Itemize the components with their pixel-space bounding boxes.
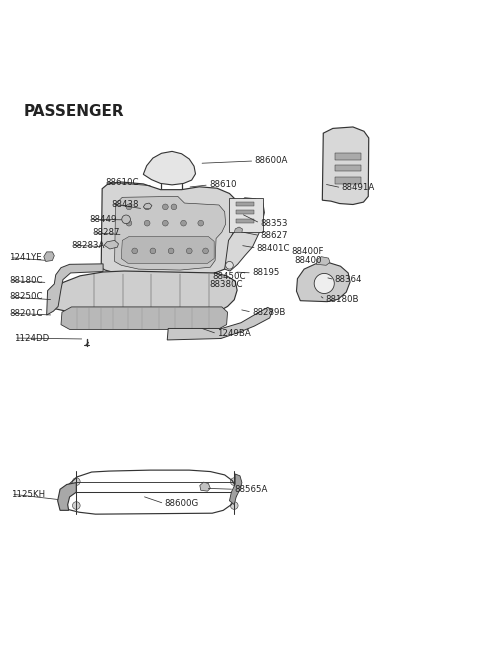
Polygon shape — [121, 236, 214, 263]
Circle shape — [198, 220, 204, 226]
Circle shape — [162, 204, 168, 210]
Circle shape — [126, 204, 132, 210]
Polygon shape — [297, 263, 350, 302]
Circle shape — [226, 261, 233, 269]
Circle shape — [144, 204, 150, 210]
Text: 88364: 88364 — [335, 275, 362, 284]
Circle shape — [150, 248, 156, 253]
Polygon shape — [225, 198, 264, 271]
Circle shape — [162, 220, 168, 226]
Text: 88565A: 88565A — [234, 485, 268, 494]
Polygon shape — [101, 182, 241, 276]
Text: 1124DD: 1124DD — [14, 333, 49, 343]
Polygon shape — [335, 153, 360, 160]
Circle shape — [230, 477, 238, 485]
Text: 88400F: 88400F — [292, 248, 324, 256]
Polygon shape — [234, 227, 242, 233]
Text: 88600G: 88600G — [164, 499, 199, 508]
Polygon shape — [167, 307, 273, 340]
Text: 88353: 88353 — [260, 219, 288, 228]
Text: 88195: 88195 — [252, 269, 279, 278]
Polygon shape — [200, 482, 210, 491]
Text: 88180C: 88180C — [9, 276, 43, 285]
Text: 88438: 88438 — [112, 200, 139, 208]
Polygon shape — [144, 203, 152, 209]
Polygon shape — [44, 252, 54, 261]
Text: 88287: 88287 — [93, 228, 120, 237]
Text: 88610: 88610 — [209, 180, 236, 189]
Polygon shape — [236, 219, 254, 223]
Text: 1125KH: 1125KH — [11, 489, 45, 498]
Text: 88283A: 88283A — [72, 240, 105, 250]
Polygon shape — [58, 483, 76, 510]
Polygon shape — [236, 202, 254, 206]
Circle shape — [122, 215, 131, 223]
Circle shape — [72, 502, 80, 510]
Text: 88450C: 88450C — [212, 272, 246, 281]
Circle shape — [72, 477, 80, 485]
Circle shape — [314, 273, 334, 293]
Circle shape — [186, 248, 192, 253]
Text: 88180B: 88180B — [325, 295, 359, 304]
Text: 88491A: 88491A — [341, 183, 375, 193]
Polygon shape — [236, 210, 254, 214]
Text: 88600A: 88600A — [254, 157, 288, 166]
Polygon shape — [53, 271, 237, 314]
Polygon shape — [144, 151, 195, 185]
Polygon shape — [115, 196, 226, 270]
Polygon shape — [323, 127, 369, 204]
Text: 88449: 88449 — [89, 215, 117, 224]
Circle shape — [203, 248, 208, 253]
Polygon shape — [61, 307, 228, 329]
Circle shape — [132, 248, 138, 253]
Circle shape — [126, 220, 132, 226]
Circle shape — [144, 220, 150, 226]
Text: 88627: 88627 — [260, 231, 288, 240]
Polygon shape — [335, 165, 360, 172]
Text: 88400: 88400 — [295, 256, 322, 265]
Text: 88201C: 88201C — [9, 309, 43, 318]
Polygon shape — [229, 474, 242, 504]
Polygon shape — [228, 198, 263, 232]
Polygon shape — [47, 264, 103, 315]
Circle shape — [230, 502, 238, 510]
Polygon shape — [335, 178, 360, 184]
Text: 1241YE: 1241YE — [9, 253, 42, 262]
Text: 88380C: 88380C — [209, 280, 242, 289]
Circle shape — [171, 204, 177, 210]
Text: 88610C: 88610C — [105, 178, 139, 187]
Polygon shape — [104, 240, 119, 249]
Text: 88289B: 88289B — [252, 308, 285, 316]
Text: 88401C: 88401C — [257, 244, 290, 253]
Circle shape — [180, 220, 186, 226]
Circle shape — [168, 248, 174, 253]
Text: 88250C: 88250C — [9, 292, 43, 301]
Polygon shape — [317, 257, 330, 265]
Text: 1249BA: 1249BA — [217, 329, 251, 338]
Text: PASSENGER: PASSENGER — [24, 103, 124, 119]
